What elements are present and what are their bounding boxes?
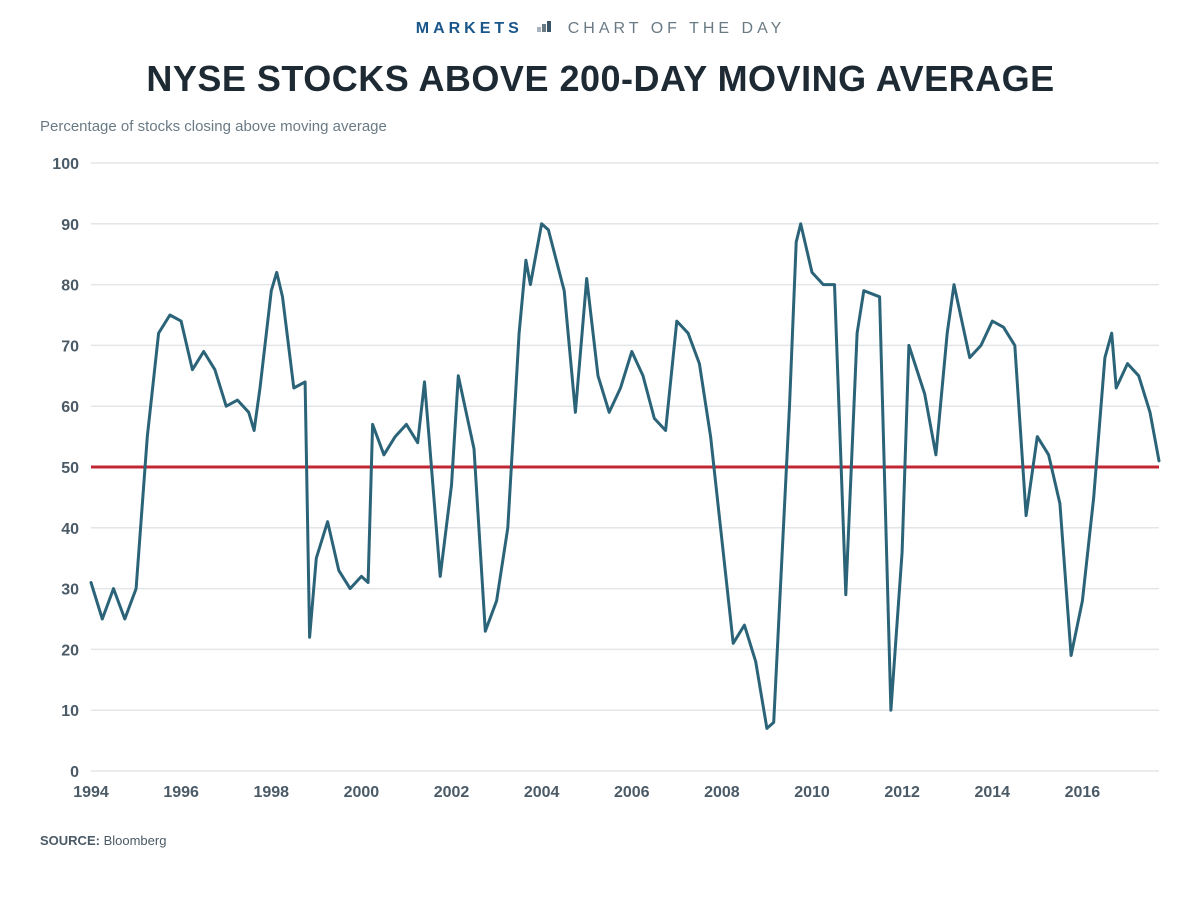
svg-text:2002: 2002 xyxy=(433,784,469,801)
svg-text:20: 20 xyxy=(61,642,79,659)
svg-text:1996: 1996 xyxy=(163,784,199,801)
brand-markets: MARKETS xyxy=(416,20,523,37)
svg-text:10: 10 xyxy=(61,703,79,720)
svg-text:2008: 2008 xyxy=(704,784,740,801)
svg-text:70: 70 xyxy=(61,338,79,355)
chart-source: SOURCE: Bloomberg xyxy=(40,833,1171,848)
svg-text:50: 50 xyxy=(61,460,79,477)
svg-text:100: 100 xyxy=(52,156,79,173)
brand-cod: CHART OF THE DAY xyxy=(568,20,786,37)
svg-text:30: 30 xyxy=(61,582,79,599)
svg-text:40: 40 xyxy=(61,521,79,538)
chart-brand-header: MARKETS CHART OF THE DAY xyxy=(30,20,1171,38)
svg-text:2000: 2000 xyxy=(343,784,379,801)
svg-text:2010: 2010 xyxy=(794,784,830,801)
chart-subtitle: Percentage of stocks closing above movin… xyxy=(40,118,1171,135)
svg-text:90: 90 xyxy=(61,217,79,234)
svg-text:2016: 2016 xyxy=(1064,784,1100,801)
svg-text:1994: 1994 xyxy=(73,784,109,801)
source-value: Bloomberg xyxy=(104,833,167,848)
svg-text:80: 80 xyxy=(61,278,79,295)
svg-text:2004: 2004 xyxy=(523,784,559,801)
bars-icon xyxy=(537,20,553,33)
svg-text:2014: 2014 xyxy=(974,784,1010,801)
chart-title: NYSE STOCKS ABOVE 200-DAY MOVING AVERAGE xyxy=(30,58,1171,100)
chart-area: 0 10 20 30 40 50 60 70 80 90 100 1994 1996 1998 2000 20… xyxy=(31,145,1171,815)
svg-text:0: 0 xyxy=(70,764,79,781)
svg-text:60: 60 xyxy=(61,399,79,416)
source-label: SOURCE: xyxy=(40,833,100,848)
svg-text:1998: 1998 xyxy=(253,784,289,801)
svg-text:2012: 2012 xyxy=(884,784,920,801)
svg-text:2006: 2006 xyxy=(613,784,649,801)
